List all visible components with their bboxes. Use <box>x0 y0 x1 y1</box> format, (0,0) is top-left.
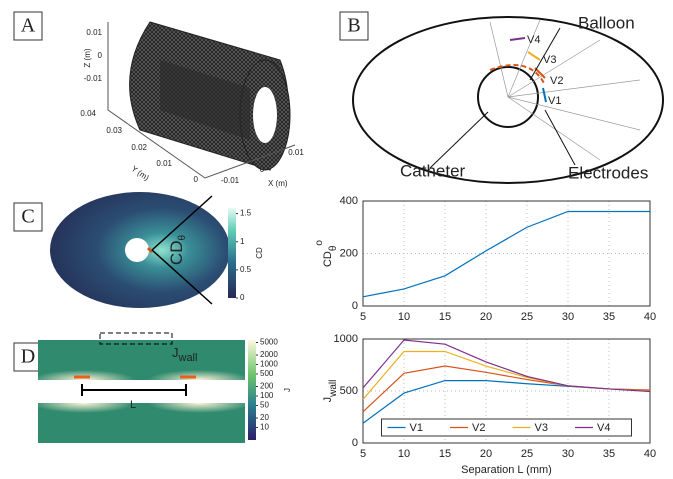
legend-label: V1 <box>410 422 423 434</box>
y-label-main: CD <box>322 251 334 267</box>
tick-label: 0 <box>260 165 265 174</box>
axis-label: Y (m) <box>130 164 151 183</box>
label: V1 <box>548 95 561 107</box>
colorbar-tick-label: 50 <box>260 401 269 410</box>
data-line <box>362 380 651 424</box>
y-tick-label: 400 <box>340 195 358 207</box>
tick-label: 0 <box>194 175 199 184</box>
x-tick-label: 5 <box>360 448 366 460</box>
colorbar-tick-label: 0.5 <box>240 265 252 274</box>
colorbar-tick-label: 2000 <box>260 350 278 359</box>
y-tick-label: 500 <box>340 385 358 397</box>
x-tick-label: 20 <box>480 311 492 323</box>
x-tick-label: 10 <box>398 311 410 323</box>
x-tick-label: 10 <box>398 448 410 460</box>
x-tick-label: 15 <box>439 311 451 323</box>
y-label-sub: wall <box>328 380 339 398</box>
x-tick-label: 40 <box>644 311 656 323</box>
annotation: L <box>130 399 136 411</box>
label-box <box>13 202 43 232</box>
y-tick-label: 1000 <box>334 333 358 345</box>
annotation-sub: θ <box>177 235 188 241</box>
colorbar-tick-label: 10 <box>260 423 269 432</box>
x-axis-label: Separation L (mm) <box>461 464 552 476</box>
axis-line <box>107 22 296 179</box>
y-tick-label: 0 <box>352 300 358 312</box>
label: Catheter <box>400 161 466 180</box>
panel-label: A <box>21 15 36 37</box>
y-tick-label: 0 <box>352 437 358 449</box>
annotation: CDθ <box>167 235 187 266</box>
x-tick-label: 40 <box>644 448 656 460</box>
tick-label: 0 <box>98 51 103 60</box>
label: Balloon <box>578 13 635 32</box>
x-tick-label: 20 <box>480 448 492 460</box>
annotation: Jwall <box>172 345 197 363</box>
y-label-sup: o <box>314 240 325 246</box>
colorbar-tick-label: 5000 <box>260 338 278 347</box>
colorbar-label: CD <box>255 247 264 259</box>
balloon-diagram <box>352 16 664 184</box>
x-tick-label: 35 <box>603 311 615 323</box>
x-tick-label: 35 <box>603 448 615 460</box>
data-line <box>362 210 650 298</box>
annotation-sub: wall <box>178 352 198 364</box>
legend-label: V4 <box>597 422 610 434</box>
colorbar-tick-label: 1 <box>240 237 245 246</box>
colorbar-tick-label: 1000 <box>260 360 278 369</box>
tick-label: 0.01 <box>288 148 304 157</box>
x-tick-label: 25 <box>521 311 533 323</box>
tick-label: 0.02 <box>131 143 147 152</box>
colorbar-tick-label: 20 <box>260 413 269 422</box>
tick-label: 0.03 <box>106 126 122 135</box>
tick-label: 0.01 <box>86 28 102 37</box>
y-axis-label: CDθo <box>314 240 339 267</box>
colorbar-tick-label: 100 <box>260 391 274 400</box>
colorbar-tick-label: 500 <box>260 369 274 378</box>
annotation-text: CD <box>167 241 186 266</box>
y-tick-label: 200 <box>340 247 358 259</box>
label: V3 <box>543 54 556 66</box>
x-tick-label: 5 <box>360 311 366 323</box>
mesh-cylinder <box>129 21 291 171</box>
panel-label: B <box>347 15 360 37</box>
axis-label: X (m) <box>268 179 288 188</box>
tick-label: 0.04 <box>80 109 96 118</box>
colorbar-label: J <box>283 388 292 392</box>
label: V4 <box>527 34 540 46</box>
colorbar-tick-label: 0 <box>240 293 245 302</box>
panel-label: D <box>21 346 35 368</box>
label: V2 <box>550 75 563 87</box>
colorbar-tick-label: 200 <box>260 382 274 391</box>
j-heatmap <box>38 332 256 443</box>
label-box <box>13 11 43 41</box>
tick-label: -0.01 <box>221 176 240 185</box>
legend-label: V3 <box>535 422 548 434</box>
x-tick-label: 25 <box>521 448 533 460</box>
y-label-main: J <box>322 397 334 403</box>
plot-frame <box>362 200 651 307</box>
label: Electrodes <box>568 163 648 182</box>
legend-box <box>381 418 632 437</box>
axis-label: Z (m) <box>83 48 92 67</box>
legend-label: V2 <box>472 422 485 434</box>
cd-heatmap <box>50 192 236 308</box>
y-axis-label: Jwall <box>322 380 339 403</box>
x-tick-label: 30 <box>562 311 574 323</box>
panel-label: C <box>21 206 34 228</box>
label-box <box>339 11 369 41</box>
data-line <box>362 339 651 393</box>
annotation-text: J <box>172 345 179 360</box>
x-tick-label: 30 <box>562 448 574 460</box>
tick-label: -0.01 <box>84 74 103 83</box>
axes-3d <box>107 22 296 179</box>
x-tick-label: 15 <box>439 448 451 460</box>
colorbar-tick-label: 1.5 <box>240 209 252 218</box>
tick-label: 0.01 <box>156 159 172 168</box>
y-label-sub: θ <box>328 245 339 251</box>
